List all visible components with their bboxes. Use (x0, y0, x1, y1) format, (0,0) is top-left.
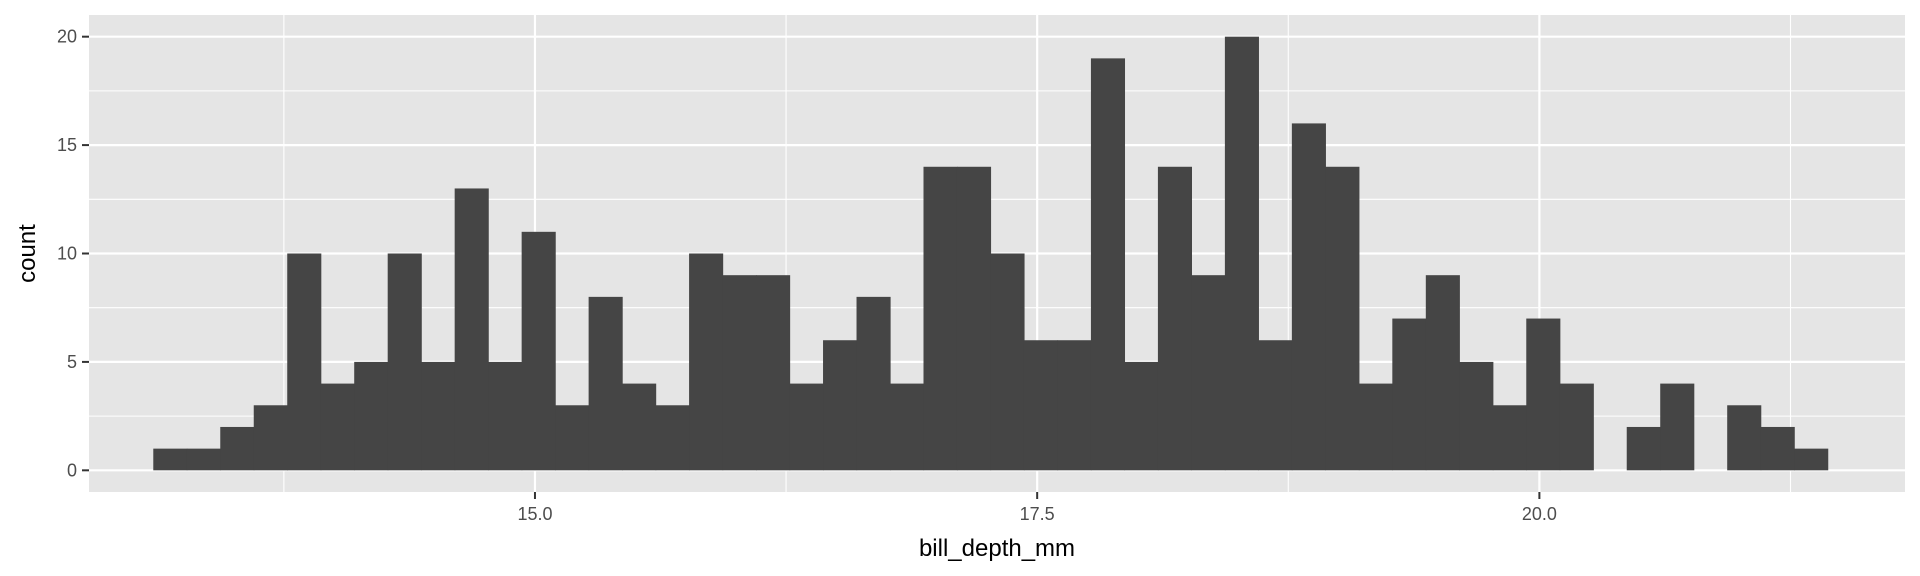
histogram-bar (555, 405, 590, 471)
histogram-bar (1526, 318, 1561, 471)
y-axis-title: count (14, 224, 41, 283)
histogram-bar (1794, 448, 1829, 471)
x-axis: 15.0 17.5 20.0 (517, 492, 1557, 524)
x-tick-label: 15.0 (517, 504, 552, 524)
histogram-bar (1291, 123, 1326, 471)
histogram-bar (1090, 58, 1126, 471)
histogram-bar (1660, 383, 1695, 471)
histogram-bar (1124, 361, 1159, 471)
histogram-bar (354, 361, 389, 471)
histogram-bar (1459, 361, 1494, 471)
histogram-bar (1358, 383, 1393, 471)
histogram-bar (488, 361, 523, 471)
histogram-bars (153, 36, 1829, 471)
y-tick-label: 15 (57, 135, 77, 155)
histogram-bar (722, 275, 757, 471)
y-tick-label: 0 (67, 460, 77, 480)
histogram-bar (990, 253, 1025, 471)
histogram-bar (186, 448, 221, 471)
histogram-bar (756, 275, 791, 471)
histogram-bar (1258, 340, 1293, 471)
histogram-bar (1191, 275, 1226, 471)
histogram-bar (320, 383, 355, 471)
x-tick-label: 20.0 (1522, 504, 1557, 524)
histogram-bar (622, 383, 657, 471)
histogram-bar (789, 383, 824, 471)
histogram-bar (1057, 340, 1092, 471)
histogram-bar (521, 231, 556, 471)
histogram-bar (956, 166, 992, 471)
y-tick-label: 5 (67, 352, 77, 372)
histogram-bar (1023, 340, 1059, 471)
histogram-bar (153, 448, 188, 471)
histogram-bar (655, 405, 690, 471)
histogram-bar (1559, 383, 1594, 471)
histogram-bar (287, 253, 322, 471)
histogram-bar (1325, 166, 1360, 471)
x-axis-title: bill_depth_mm (919, 535, 1075, 562)
histogram-bar (1626, 426, 1661, 471)
histogram-bar (1157, 166, 1192, 471)
histogram-bar (1425, 275, 1460, 471)
y-tick-label: 20 (57, 27, 77, 47)
histogram-bar (253, 405, 288, 471)
histogram-bar (220, 426, 255, 471)
y-tick-label: 10 (57, 244, 77, 264)
histogram-bar (387, 253, 422, 471)
histogram-bar (1392, 318, 1427, 471)
histogram-bar (923, 166, 958, 471)
histogram-bar (1224, 36, 1259, 471)
histogram-bar (890, 383, 925, 471)
y-axis: 0 5 10 15 20 (57, 27, 89, 480)
x-tick-label: 17.5 (1020, 504, 1055, 524)
histogram-bar (689, 253, 724, 471)
histogram-bar (588, 296, 623, 471)
histogram-bar (1760, 426, 1795, 471)
histogram-bar (454, 188, 489, 471)
histogram-bar (1727, 405, 1762, 471)
histogram-bar (856, 296, 891, 471)
histogram-bar (1492, 405, 1527, 471)
histogram-bar (421, 361, 456, 471)
histogram-bar (823, 340, 858, 471)
